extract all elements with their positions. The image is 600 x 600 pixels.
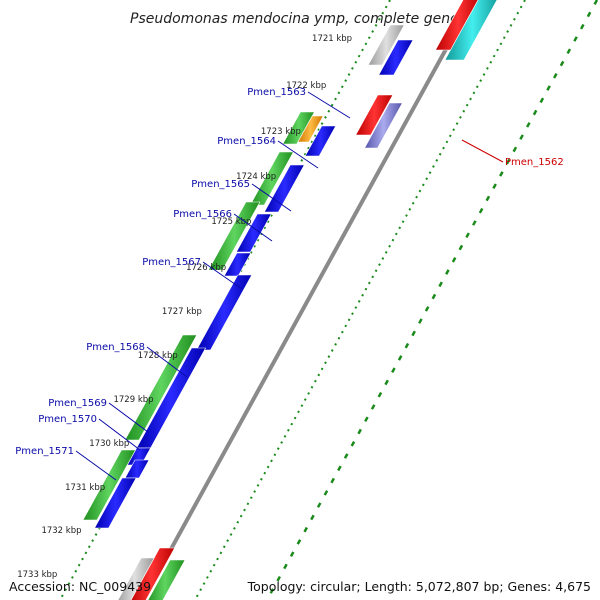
tick-label: 1727 kbp: [162, 307, 202, 317]
blue-feature-1727: [195, 274, 253, 351]
gene-label-pmen-1569: Pmen_1569: [48, 398, 107, 409]
tick-label: 1724 kbp: [236, 172, 276, 182]
tick-label: 1729 kbp: [113, 395, 153, 405]
pmen-1565-feature: [207, 201, 261, 271]
topology-text: Topology: circular; Length: 5,072,807 bp…: [247, 579, 591, 594]
gene-label-pmen-1566: Pmen_1566: [173, 209, 232, 220]
gene-label-pmen-1571: Pmen_1571: [15, 446, 74, 457]
gene-labels: Pmen_1562 Pmen_1563 Pmen_1564 Pmen_1565 Pmen…: [15, 87, 564, 481]
blue-feature-1721: [378, 39, 414, 76]
genome-backbone: [141, 0, 475, 600]
label-leader-line: [202, 261, 243, 290]
gene-label-pmen-1568: Pmen_1568: [86, 342, 145, 353]
gene-label-pmen-1567: Pmen_1567: [142, 257, 201, 268]
pmen-1570-feature: [124, 459, 150, 479]
label-leader-line: [461, 139, 504, 163]
green-feature-bottom: [147, 559, 186, 600]
map-title: Pseudomonas mendocina ymp, complete geno…: [130, 11, 481, 27]
gene-label-pmen-1570: Pmen_1570: [38, 414, 97, 425]
gene-label-pmen-1564: Pmen_1564: [217, 136, 276, 147]
pmen-1564-feature: [249, 151, 294, 206]
tick-label: 1723 kbp: [261, 127, 301, 137]
accession-text: Accession: NC_009439: [9, 579, 152, 594]
label-leader-line: [146, 346, 188, 378]
reverse-dashed-line: [265, 0, 599, 600]
kbp-ticks: 1721 kbp 1722 kbp 1723 kbp 1724 kbp 1725 kbp…: [17, 34, 352, 580]
blue-feature-1731: [94, 477, 137, 529]
tick-label: 1721 kbp: [312, 34, 352, 44]
grey-feature-bottom: [117, 557, 155, 600]
red-feature-top: [434, 0, 479, 51]
label-leader-line: [277, 140, 319, 169]
label-leader-line: [233, 213, 273, 242]
tick-label: 1726 kbp: [186, 263, 226, 273]
pmen-1568-feature: [124, 334, 198, 441]
gene-label-pmen-1563: Pmen_1563: [247, 87, 306, 98]
blue-feature-1724: [263, 164, 305, 213]
pmen-1562-feature: [364, 102, 403, 149]
tick-label: 1733 kbp: [17, 570, 57, 580]
pmen-1566-feature: [235, 213, 272, 253]
red-feature-1562a: [355, 94, 394, 136]
label-leader-line: [98, 418, 141, 451]
tick-label: 1728 kbp: [138, 351, 178, 361]
tick-label: 1725 kbp: [211, 217, 251, 227]
tick-label: 1730 kbp: [89, 439, 129, 449]
label-leader-line: [108, 402, 149, 433]
gene-features: [82, 0, 498, 600]
grey-feature: [367, 24, 405, 66]
tick-label: 1722 kbp: [286, 81, 326, 91]
tick-label: 1732 kbp: [41, 526, 81, 536]
label-leader-line: [307, 91, 351, 119]
gene-label-pmen-1562: Pmen_1562: [505, 157, 564, 168]
gene-label-pmen-1565: Pmen_1565: [191, 179, 250, 190]
label-leader-line: [251, 183, 292, 212]
blue-feature-1723: [304, 125, 337, 157]
pmen-1563-feature: [297, 115, 324, 143]
label-leader-line: [75, 450, 117, 481]
inner-dotted-line: [194, 0, 526, 600]
green-feature-1563: [282, 111, 315, 145]
pmen-1571-feature: [82, 449, 137, 521]
tick-label: 1731 kbp: [65, 483, 105, 493]
